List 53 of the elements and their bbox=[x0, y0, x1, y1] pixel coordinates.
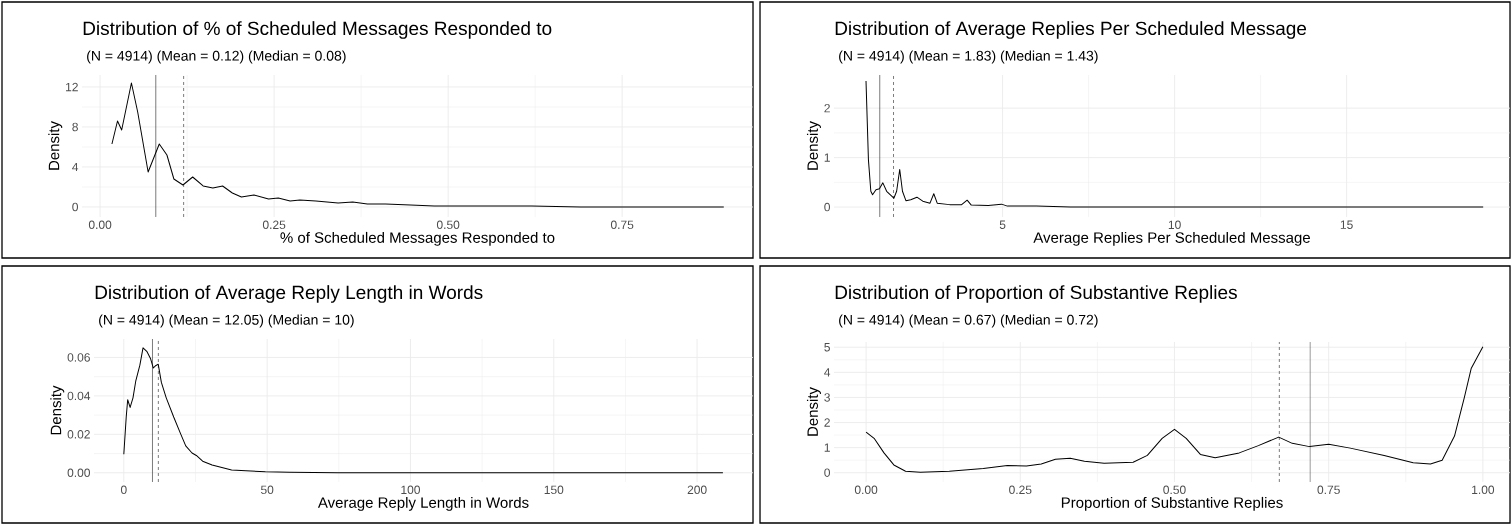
x-tick-label: 0.25 bbox=[262, 220, 286, 230]
y-tick-label: 0 bbox=[72, 202, 79, 212]
x-tick-label: 150 bbox=[544, 485, 564, 495]
x-tick-label: 50 bbox=[260, 485, 274, 495]
y-tick-label: 1 bbox=[824, 153, 830, 162]
x-tick-label: 0 bbox=[120, 485, 127, 495]
y-tick-label: 0 bbox=[824, 202, 831, 212]
y-tick-label: 4 bbox=[824, 368, 831, 377]
y-tick-label: 0.06 bbox=[67, 353, 90, 362]
y-axis-title: Density bbox=[806, 121, 821, 170]
y-tick-label: 3 bbox=[824, 393, 830, 402]
x-tick-label: 0.50 bbox=[1163, 485, 1186, 495]
chart-title: Distribution of Average Reply Length in Words bbox=[95, 285, 483, 303]
chart-subtitle: (N = 4914) (Mean = 0.12) (Median = 0.08) bbox=[87, 50, 346, 64]
x-tick-label: 0.00 bbox=[854, 485, 878, 495]
x-axis-title: % of Scheduled Messages Responded to bbox=[280, 231, 555, 246]
line-series bbox=[865, 80, 1484, 208]
chart-title: Distribution of Average Replies Per Scheduled Message bbox=[835, 21, 1307, 39]
chart-title: Distribution of % of Scheduled Messages Responded to bbox=[83, 21, 552, 39]
y-axis-title: Density bbox=[50, 385, 65, 435]
x-axis-title: Proportion of Substantive Replies bbox=[1061, 496, 1283, 511]
x-tick-label: 1.00 bbox=[1472, 485, 1495, 495]
x-tick-label: 100 bbox=[401, 485, 421, 495]
line-series bbox=[865, 346, 1484, 473]
y-tick-label: 12 bbox=[66, 82, 78, 92]
x-tick-label: 200 bbox=[687, 485, 707, 495]
y-axis-title: Density bbox=[806, 387, 821, 436]
x-tick-label: 0.00 bbox=[88, 220, 112, 230]
chart-subtitle: (N = 4914) (Mean = 1.83) (Median = 1.43) bbox=[839, 50, 1098, 64]
y-tick-label: 5 bbox=[824, 343, 830, 352]
x-tick-label: 0.75 bbox=[610, 220, 634, 230]
y-tick-label: 0.00 bbox=[67, 468, 90, 478]
chart-subtitle: (N = 4914) (Mean = 12.05) (Median = 10) bbox=[99, 314, 354, 328]
y-tick-label: 2 bbox=[824, 418, 830, 427]
y-tick-label: 0.04 bbox=[67, 391, 91, 401]
x-tick-label: 0.75 bbox=[1317, 485, 1340, 495]
y-tick-label: 4 bbox=[72, 162, 79, 172]
x-axis-title: Average Reply Length in Words bbox=[317, 496, 529, 511]
x-tick-label: 5 bbox=[999, 220, 1006, 229]
line-series bbox=[123, 347, 724, 474]
x-tick-label: 0.50 bbox=[436, 220, 460, 230]
y-tick-label: 2 bbox=[824, 103, 830, 113]
x-tick-label: 0.25 bbox=[1009, 485, 1032, 495]
y-axis-title: Density bbox=[48, 121, 63, 170]
y-tick-label: 0 bbox=[824, 468, 831, 477]
x-tick-label: 10 bbox=[1168, 220, 1181, 230]
x-tick-label: 15 bbox=[1340, 220, 1353, 229]
x-axis-title: Average Replies Per Scheduled Message bbox=[1033, 231, 1310, 246]
y-tick-label: 8 bbox=[72, 122, 78, 132]
chart-subtitle: (N = 4914) (Mean = 0.67) (Median = 0.72) bbox=[839, 314, 1098, 328]
y-tick-label: 1 bbox=[824, 443, 830, 452]
y-tick-label: 0.02 bbox=[67, 430, 90, 439]
chart-title: Distribution of Proportion of Substantive Replies bbox=[835, 285, 1237, 303]
